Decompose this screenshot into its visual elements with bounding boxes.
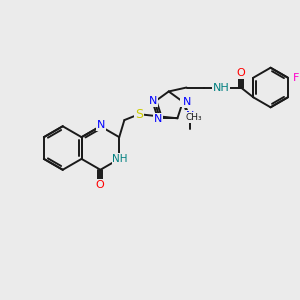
Text: O: O <box>236 68 245 78</box>
Text: NH: NH <box>213 82 230 92</box>
Text: N: N <box>183 97 191 107</box>
Text: F: F <box>292 73 299 82</box>
Text: S: S <box>135 108 143 121</box>
Text: N: N <box>189 112 197 122</box>
Text: N: N <box>181 96 189 106</box>
Text: N: N <box>97 120 106 130</box>
Text: N: N <box>186 111 194 121</box>
Text: CH₃: CH₃ <box>185 113 202 122</box>
Text: O: O <box>95 180 104 190</box>
Text: N: N <box>148 96 157 106</box>
Text: N: N <box>154 114 162 124</box>
Text: NH: NH <box>112 154 128 164</box>
